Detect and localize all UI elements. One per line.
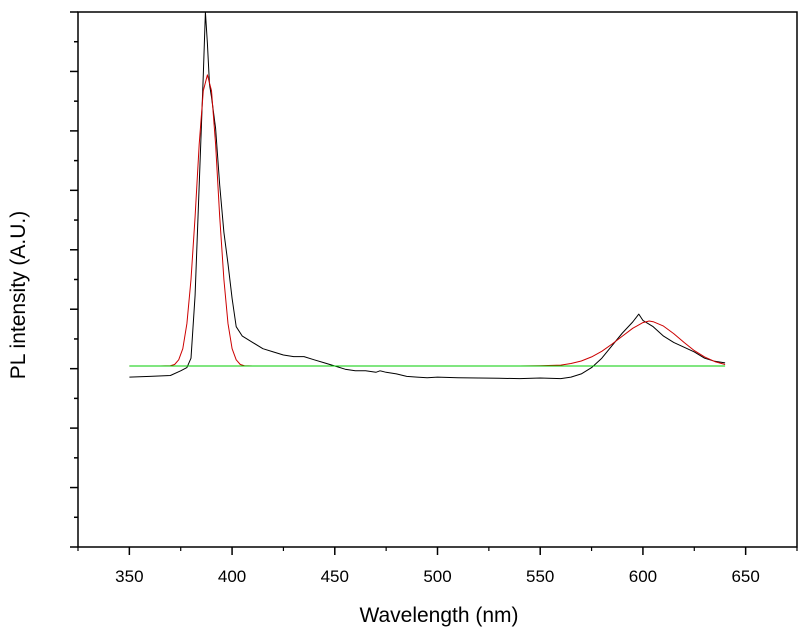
x-tick-label: 500 xyxy=(423,567,451,586)
y-axis-ticks xyxy=(70,11,78,548)
series-layer xyxy=(129,11,726,380)
x-axis-tick-labels: 350 400 450 500 550 600 650 xyxy=(115,567,760,586)
x-tick-label: 350 xyxy=(115,567,143,586)
x-axis-minor-ticks xyxy=(77,547,798,551)
x-tick-label: 400 xyxy=(218,567,246,586)
x-axis-title: Wavelength (nm) xyxy=(359,604,518,627)
x-tick-label: 600 xyxy=(629,567,657,586)
series-line-2 xyxy=(129,74,726,367)
series-line-1 xyxy=(129,11,726,380)
x-axis-ticks xyxy=(128,547,747,555)
x-tick-label: 650 xyxy=(731,567,759,586)
plot-frame xyxy=(77,11,798,548)
x-tick-label: 550 xyxy=(526,567,554,586)
y-axis-title: PL intensity (A.U.) xyxy=(7,211,30,379)
x-tick-label: 450 xyxy=(321,567,349,586)
